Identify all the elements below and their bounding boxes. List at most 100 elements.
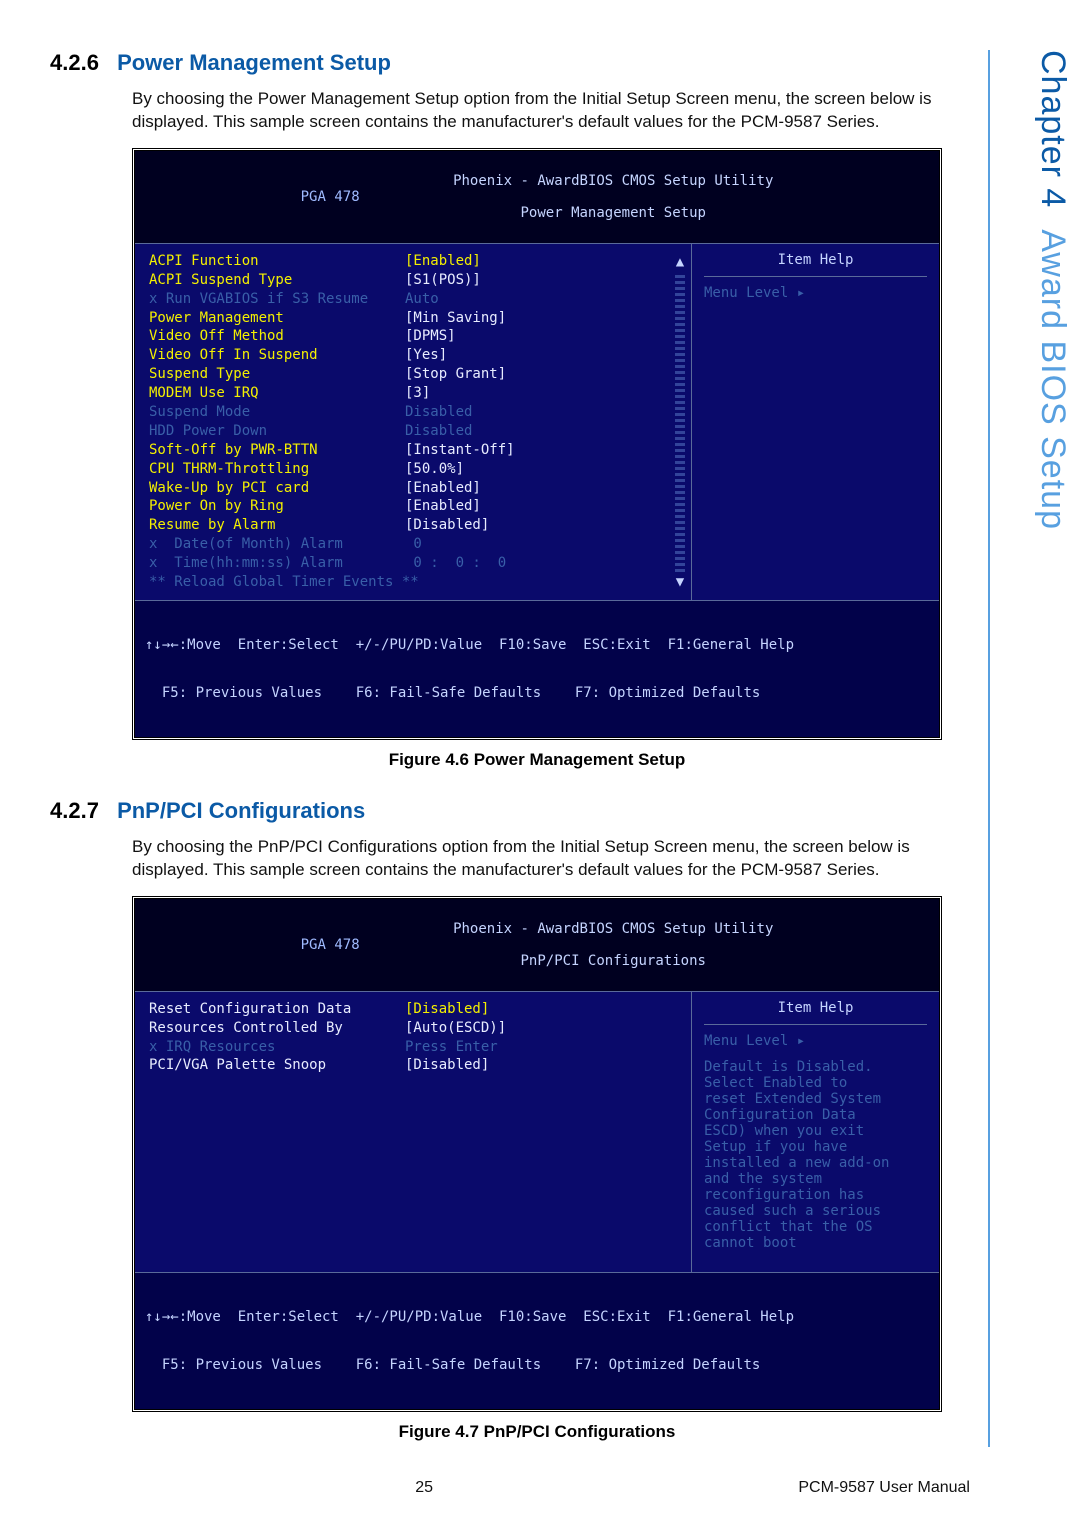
bios-row-label: PCI/VGA Palette Snoop: [149, 1056, 405, 1075]
bios-row[interactable]: Soft-Off by PWR-BTTN[Instant-Off]: [149, 441, 677, 460]
vertical-rule: [988, 50, 990, 1447]
bios-row-value: Press Enter: [405, 1038, 498, 1057]
section-heading-1: 4.2.6 Power Management Setup: [50, 50, 970, 76]
bios-row-value: 0: [405, 535, 422, 554]
bios-row[interactable]: ** Reload Global Timer Events **: [149, 573, 677, 592]
bios-footer-2: ↑↓→←:Move Enter:Select +/-/PU/PD:Value F…: [135, 1272, 939, 1409]
side-tab: Chapter 4 Award BIOS Setup: [1033, 50, 1072, 530]
bios-title-bar-2: PGA 478 Phoenix - AwardBIOS CMOS Setup U…: [135, 899, 939, 991]
bios-row[interactable]: Reset Configuration Data[Disabled]: [149, 1000, 677, 1019]
bios-row[interactable]: x IRQ ResourcesPress Enter: [149, 1038, 677, 1057]
section-body-1: By choosing the Power Management Setup o…: [132, 88, 970, 134]
bios-help-line: Select Enabled to: [704, 1075, 927, 1091]
bios-title2-1: Power Management Setup: [521, 205, 706, 221]
bios-row[interactable]: Resources Controlled By[Auto(ESCD)]: [149, 1019, 677, 1038]
section-title-2: PnP/PCI Configurations: [117, 798, 365, 823]
bios-row-value: [Min Saving]: [405, 309, 506, 328]
bios-row-label: MODEM Use IRQ: [149, 384, 405, 403]
bios-row-value: [Yes]: [405, 346, 447, 365]
bios-help-line: Configuration Data: [704, 1107, 927, 1123]
bios-row-value: [Enabled]: [405, 497, 481, 516]
scroll-up-icon[interactable]: ▲: [676, 254, 684, 270]
bios-row[interactable]: x Date(of Month) Alarm 0: [149, 535, 677, 554]
bios-row[interactable]: Suspend ModeDisabled: [149, 403, 677, 422]
bios-row[interactable]: Wake-Up by PCI card[Enabled]: [149, 479, 677, 498]
bios-footer-line2-1: F5: Previous Values F6: Fail-Safe Defaul…: [145, 685, 929, 701]
bios-row-value: [Instant-Off]: [405, 441, 515, 460]
bios-help-line: ESCD) when you exit: [704, 1123, 927, 1139]
bios-row[interactable]: ACPI Function[Enabled]: [149, 252, 677, 271]
bios-row-value: [Disabled]: [405, 1000, 489, 1019]
bios-scrollbar-1[interactable]: ▲ ▼: [673, 254, 687, 590]
figure-caption-1: Figure 4.6 Power Management Setup: [132, 750, 942, 770]
bios-row[interactable]: Power Management[Min Saving]: [149, 309, 677, 328]
bios-row[interactable]: Suspend Type[Stop Grant]: [149, 365, 677, 384]
bios-left-panel-1: ACPI Function[Enabled]ACPI Suspend Type[…: [135, 244, 691, 600]
bios-right-panel-2: Item Help Menu Level ▸ Default is Disabl…: [691, 992, 939, 1272]
bios-help-line: Default is Disabled.: [704, 1059, 927, 1075]
bios-help-line: reset Extended System: [704, 1091, 927, 1107]
bios-row[interactable]: Resume by Alarm[Disabled]: [149, 516, 677, 535]
section-num-2: 4.2.7: [50, 798, 99, 823]
bios-row-label: HDD Power Down: [149, 422, 405, 441]
bios-help-line: conflict that the OS: [704, 1219, 927, 1235]
bios-menu-level-1: Menu Level ▸: [704, 285, 927, 301]
section-num-1: 4.2.6: [50, 50, 99, 75]
bios-row-value: Disabled: [405, 403, 472, 422]
bios-row-label: x Date(of Month) Alarm: [149, 535, 405, 554]
bios-row[interactable]: CPU THRM-Throttling[50.0%]: [149, 460, 677, 479]
bios-title1-2: Phoenix - AwardBIOS CMOS Setup Utility: [453, 921, 773, 937]
bios-row[interactable]: HDD Power DownDisabled: [149, 422, 677, 441]
bios-row-label: Power Management: [149, 309, 405, 328]
bios-help-line: reconfiguration has: [704, 1187, 927, 1203]
bios-row-label: ACPI Function: [149, 252, 405, 271]
bios-row-value: 0 : 0 : 0: [405, 554, 506, 573]
bios-pga-1: PGA 478: [301, 189, 360, 205]
bios-row-value: [Enabled]: [405, 252, 481, 271]
bios-window-1: PGA 478 Phoenix - AwardBIOS CMOS Setup U…: [132, 148, 942, 740]
bios-row-value: [50.0%]: [405, 460, 464, 479]
bios-help-line: caused such a serious: [704, 1203, 927, 1219]
bios-row[interactable]: ACPI Suspend Type[S1(POS)]: [149, 271, 677, 290]
bios-footer-line1-2: ↑↓→←:Move Enter:Select +/-/PU/PD:Value F…: [145, 1309, 929, 1325]
bios-row-label: x IRQ Resources: [149, 1038, 405, 1057]
bios-row-value: [Stop Grant]: [405, 365, 506, 384]
bios-row-value: [3]: [405, 384, 430, 403]
bios-row-value: [Auto(ESCD)]: [405, 1019, 506, 1038]
bios-row-label: Video Off Method: [149, 327, 405, 346]
bios-help-body-2: Default is Disabled.Select Enabled tores…: [704, 1059, 927, 1251]
side-tab-chapter: Chapter 4: [1034, 50, 1072, 208]
bios-row-label: Resume by Alarm: [149, 516, 405, 535]
bios-row-label: x Run VGABIOS if S3 Resume: [149, 290, 405, 309]
bios-title2-2: PnP/PCI Configurations: [521, 953, 706, 969]
bios-row[interactable]: x Run VGABIOS if S3 ResumeAuto: [149, 290, 677, 309]
bios-row[interactable]: Video Off Method[DPMS]: [149, 327, 677, 346]
bios-pga-2: PGA 478: [301, 937, 360, 953]
bios-row-value: Disabled: [405, 422, 472, 441]
scroll-down-icon[interactable]: ▼: [676, 574, 684, 590]
section-body-2: By choosing the PnP/PCI Configurations o…: [132, 836, 970, 882]
bios-footer-line1-1: ↑↓→←:Move Enter:Select +/-/PU/PD:Value F…: [145, 637, 929, 653]
bios-row[interactable]: PCI/VGA Palette Snoop[Disabled]: [149, 1056, 677, 1075]
section-heading-2: 4.2.7 PnP/PCI Configurations: [50, 798, 970, 824]
scroll-track[interactable]: [675, 272, 685, 572]
bios-row-value: [Disabled]: [405, 516, 489, 535]
doc-title: PCM-9587 User Manual: [798, 1479, 970, 1497]
bios-row-label: x Time(hh:mm:ss) Alarm: [149, 554, 405, 573]
bios-row-label: CPU THRM-Throttling: [149, 460, 405, 479]
bios-help-line: Setup if you have: [704, 1139, 927, 1155]
bios-menu-level-2: Menu Level ▸: [704, 1033, 927, 1049]
bios-row-value: [Disabled]: [405, 1056, 489, 1075]
bios-help-line: cannot boot: [704, 1235, 927, 1251]
bios-row-label: Resources Controlled By: [149, 1019, 405, 1038]
bios-row[interactable]: x Time(hh:mm:ss) Alarm 0 : 0 : 0: [149, 554, 677, 573]
bios-footer-line2-2: F5: Previous Values F6: Fail-Safe Defaul…: [145, 1357, 929, 1373]
bios-row-label: Video Off In Suspend: [149, 346, 405, 365]
bios-row[interactable]: MODEM Use IRQ[3]: [149, 384, 677, 403]
bios-footer-1: ↑↓→←:Move Enter:Select +/-/PU/PD:Value F…: [135, 600, 939, 737]
bios-row[interactable]: Power On by Ring[Enabled]: [149, 497, 677, 516]
bios-row-label: Wake-Up by PCI card: [149, 479, 405, 498]
bios-help-heading-2: Item Help: [704, 1000, 927, 1016]
bios-row[interactable]: Video Off In Suspend[Yes]: [149, 346, 677, 365]
bios-help-heading-1: Item Help: [704, 252, 927, 268]
